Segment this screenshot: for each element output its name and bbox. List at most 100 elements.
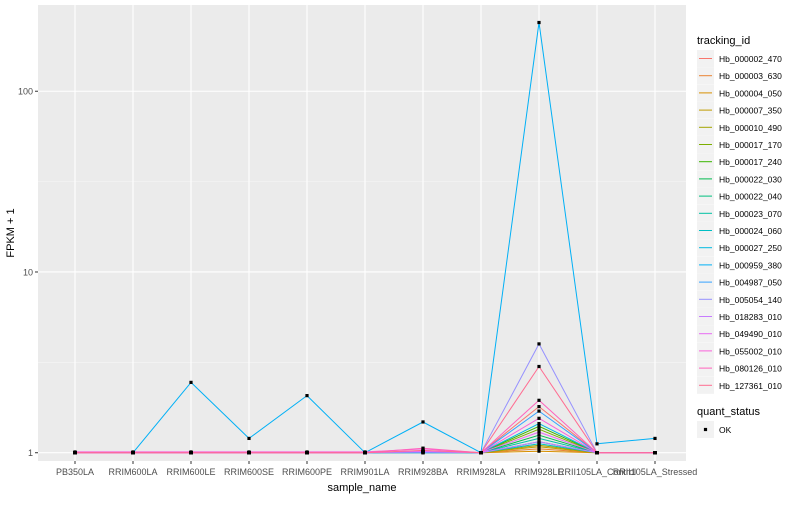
data-point	[537, 342, 541, 346]
x-tick-label: RRIM928LA	[456, 467, 505, 477]
data-point	[537, 447, 541, 451]
x-tick-label: RRIM600LE	[166, 467, 215, 477]
data-point	[537, 427, 541, 431]
x-tick-label: RRIM600SE	[224, 467, 274, 477]
panel-background	[38, 5, 686, 461]
legend-item: Hb_000002_470	[697, 50, 782, 67]
data-point	[537, 398, 541, 402]
data-point	[537, 421, 541, 426]
legend-item: Hb_000959_380	[697, 256, 782, 274]
legend-item: Hb_005054_140	[697, 290, 782, 308]
y-tick-label: 10	[23, 267, 33, 277]
legend-label: Hb_055002_010	[719, 346, 782, 356]
legend-item: Hb_000017_240	[697, 153, 782, 171]
shape-legend-title: quant_status	[697, 406, 760, 418]
legend-label: Hb_000017_170	[719, 140, 782, 150]
x-tick-label: RRIM928BA	[398, 467, 448, 477]
data-points	[73, 20, 657, 455]
data-point	[537, 433, 541, 437]
legend-item: Hb_000027_250	[697, 239, 782, 257]
data-point	[537, 409, 541, 413]
legend-item: Hb_127361_010	[697, 376, 782, 394]
data-point	[305, 394, 309, 398]
legend-label: Hb_000017_240	[719, 157, 782, 167]
legend-item: Hb_018283_010	[697, 308, 782, 325]
legend-item: Hb_000003_630	[697, 67, 782, 85]
y-tick-label: 100	[18, 87, 33, 97]
data-point	[421, 420, 425, 424]
legend-label: Hb_005054_140	[719, 295, 782, 305]
x-tick-label: RRIM600PE	[282, 467, 332, 477]
x-tick-label: RRII105LA_Stressed	[613, 467, 698, 477]
legend-item: Hb_000024_060	[697, 222, 782, 239]
legend-label: Hb_000004_050	[719, 88, 782, 98]
legend-label: Hb_000007_350	[719, 106, 782, 116]
legend-item: Hb_080126_010	[697, 359, 782, 377]
legend-item: Hb_049490_010	[697, 325, 782, 343]
data-point	[73, 451, 77, 455]
y-tick-label: 1	[28, 448, 33, 458]
legend-label: Hb_000003_630	[719, 71, 782, 81]
x-axis-title: sample_name	[327, 482, 396, 494]
legend-item: Hb_000022_040	[697, 187, 782, 205]
legend-item: Hb_000023_070	[697, 204, 782, 222]
shape-legend-item: OK	[697, 421, 732, 438]
legend-label: Hb_000022_030	[719, 174, 782, 184]
data-point	[421, 446, 425, 450]
legend-label: Hb_000959_380	[719, 260, 782, 270]
legend-items: Hb_000002_470 Hb_000003_630 Hb_000004_050 H…	[697, 50, 782, 394]
data-point	[131, 451, 135, 455]
legend-label: Hb_000010_490	[719, 123, 782, 133]
data-point	[537, 430, 541, 434]
data-point	[537, 20, 541, 25]
data-point	[305, 451, 309, 455]
x-tick-label: RRIM901LA	[340, 467, 389, 477]
data-point	[537, 404, 541, 409]
x-tick-label: RRIM928LE	[514, 467, 563, 477]
data-point	[653, 436, 657, 441]
data-point	[479, 451, 483, 455]
data-point	[421, 448, 425, 453]
legend-item: Hb_000004_050	[697, 84, 782, 102]
legend-item: Hb_000010_490	[697, 118, 782, 136]
legend-label: Hb_000027_250	[719, 243, 782, 253]
legend-item: Hb_000017_170	[697, 136, 782, 153]
legend-label: Hb_004987_050	[719, 278, 782, 288]
y-axis-title: FPKM + 1	[5, 208, 17, 257]
x-tick-label: RRIM600LA	[108, 467, 157, 477]
legend-label: Hb_049490_010	[719, 329, 782, 339]
data-point	[189, 451, 193, 455]
legend-label: Hb_000024_060	[719, 226, 782, 236]
data-point	[537, 364, 541, 369]
legend-label: Hb_000023_070	[719, 209, 782, 219]
shape-legend-items: OK	[697, 421, 732, 438]
data-point	[537, 424, 541, 428]
data-point	[247, 436, 251, 441]
data-point	[653, 451, 657, 455]
data-point	[595, 442, 599, 446]
data-point	[247, 451, 251, 455]
legend-label: Hb_018283_010	[719, 312, 782, 322]
legend-label: Hb_000002_470	[719, 54, 782, 64]
data-point	[537, 436, 541, 441]
legend-item: Hb_000022_030	[697, 170, 782, 188]
legend-item: Hb_000007_350	[697, 101, 782, 119]
data-point	[537, 442, 541, 446]
data-point	[189, 380, 193, 384]
legend-label: Hb_080126_010	[719, 364, 782, 374]
grid	[38, 5, 686, 461]
legend-item: Hb_004987_050	[697, 273, 782, 291]
data-point	[537, 449, 541, 453]
data-point	[537, 416, 541, 420]
legend-label: Hb_127361_010	[719, 381, 782, 391]
data-point	[595, 451, 599, 455]
legend-item: Hb_055002_010	[697, 342, 782, 360]
x-tick-label: RRII105LA_Control	[558, 467, 636, 477]
data-point	[363, 451, 367, 455]
data-point	[537, 440, 541, 444]
legend: tracking_id Hb_000002_470Hb_000003_630Hb…	[697, 35, 782, 438]
axes: 1 10 100 PB350LA RRIM600LA RRIM600LE RRIM600SE…	[18, 87, 697, 477]
legend-label: Hb_000022_040	[719, 192, 782, 202]
